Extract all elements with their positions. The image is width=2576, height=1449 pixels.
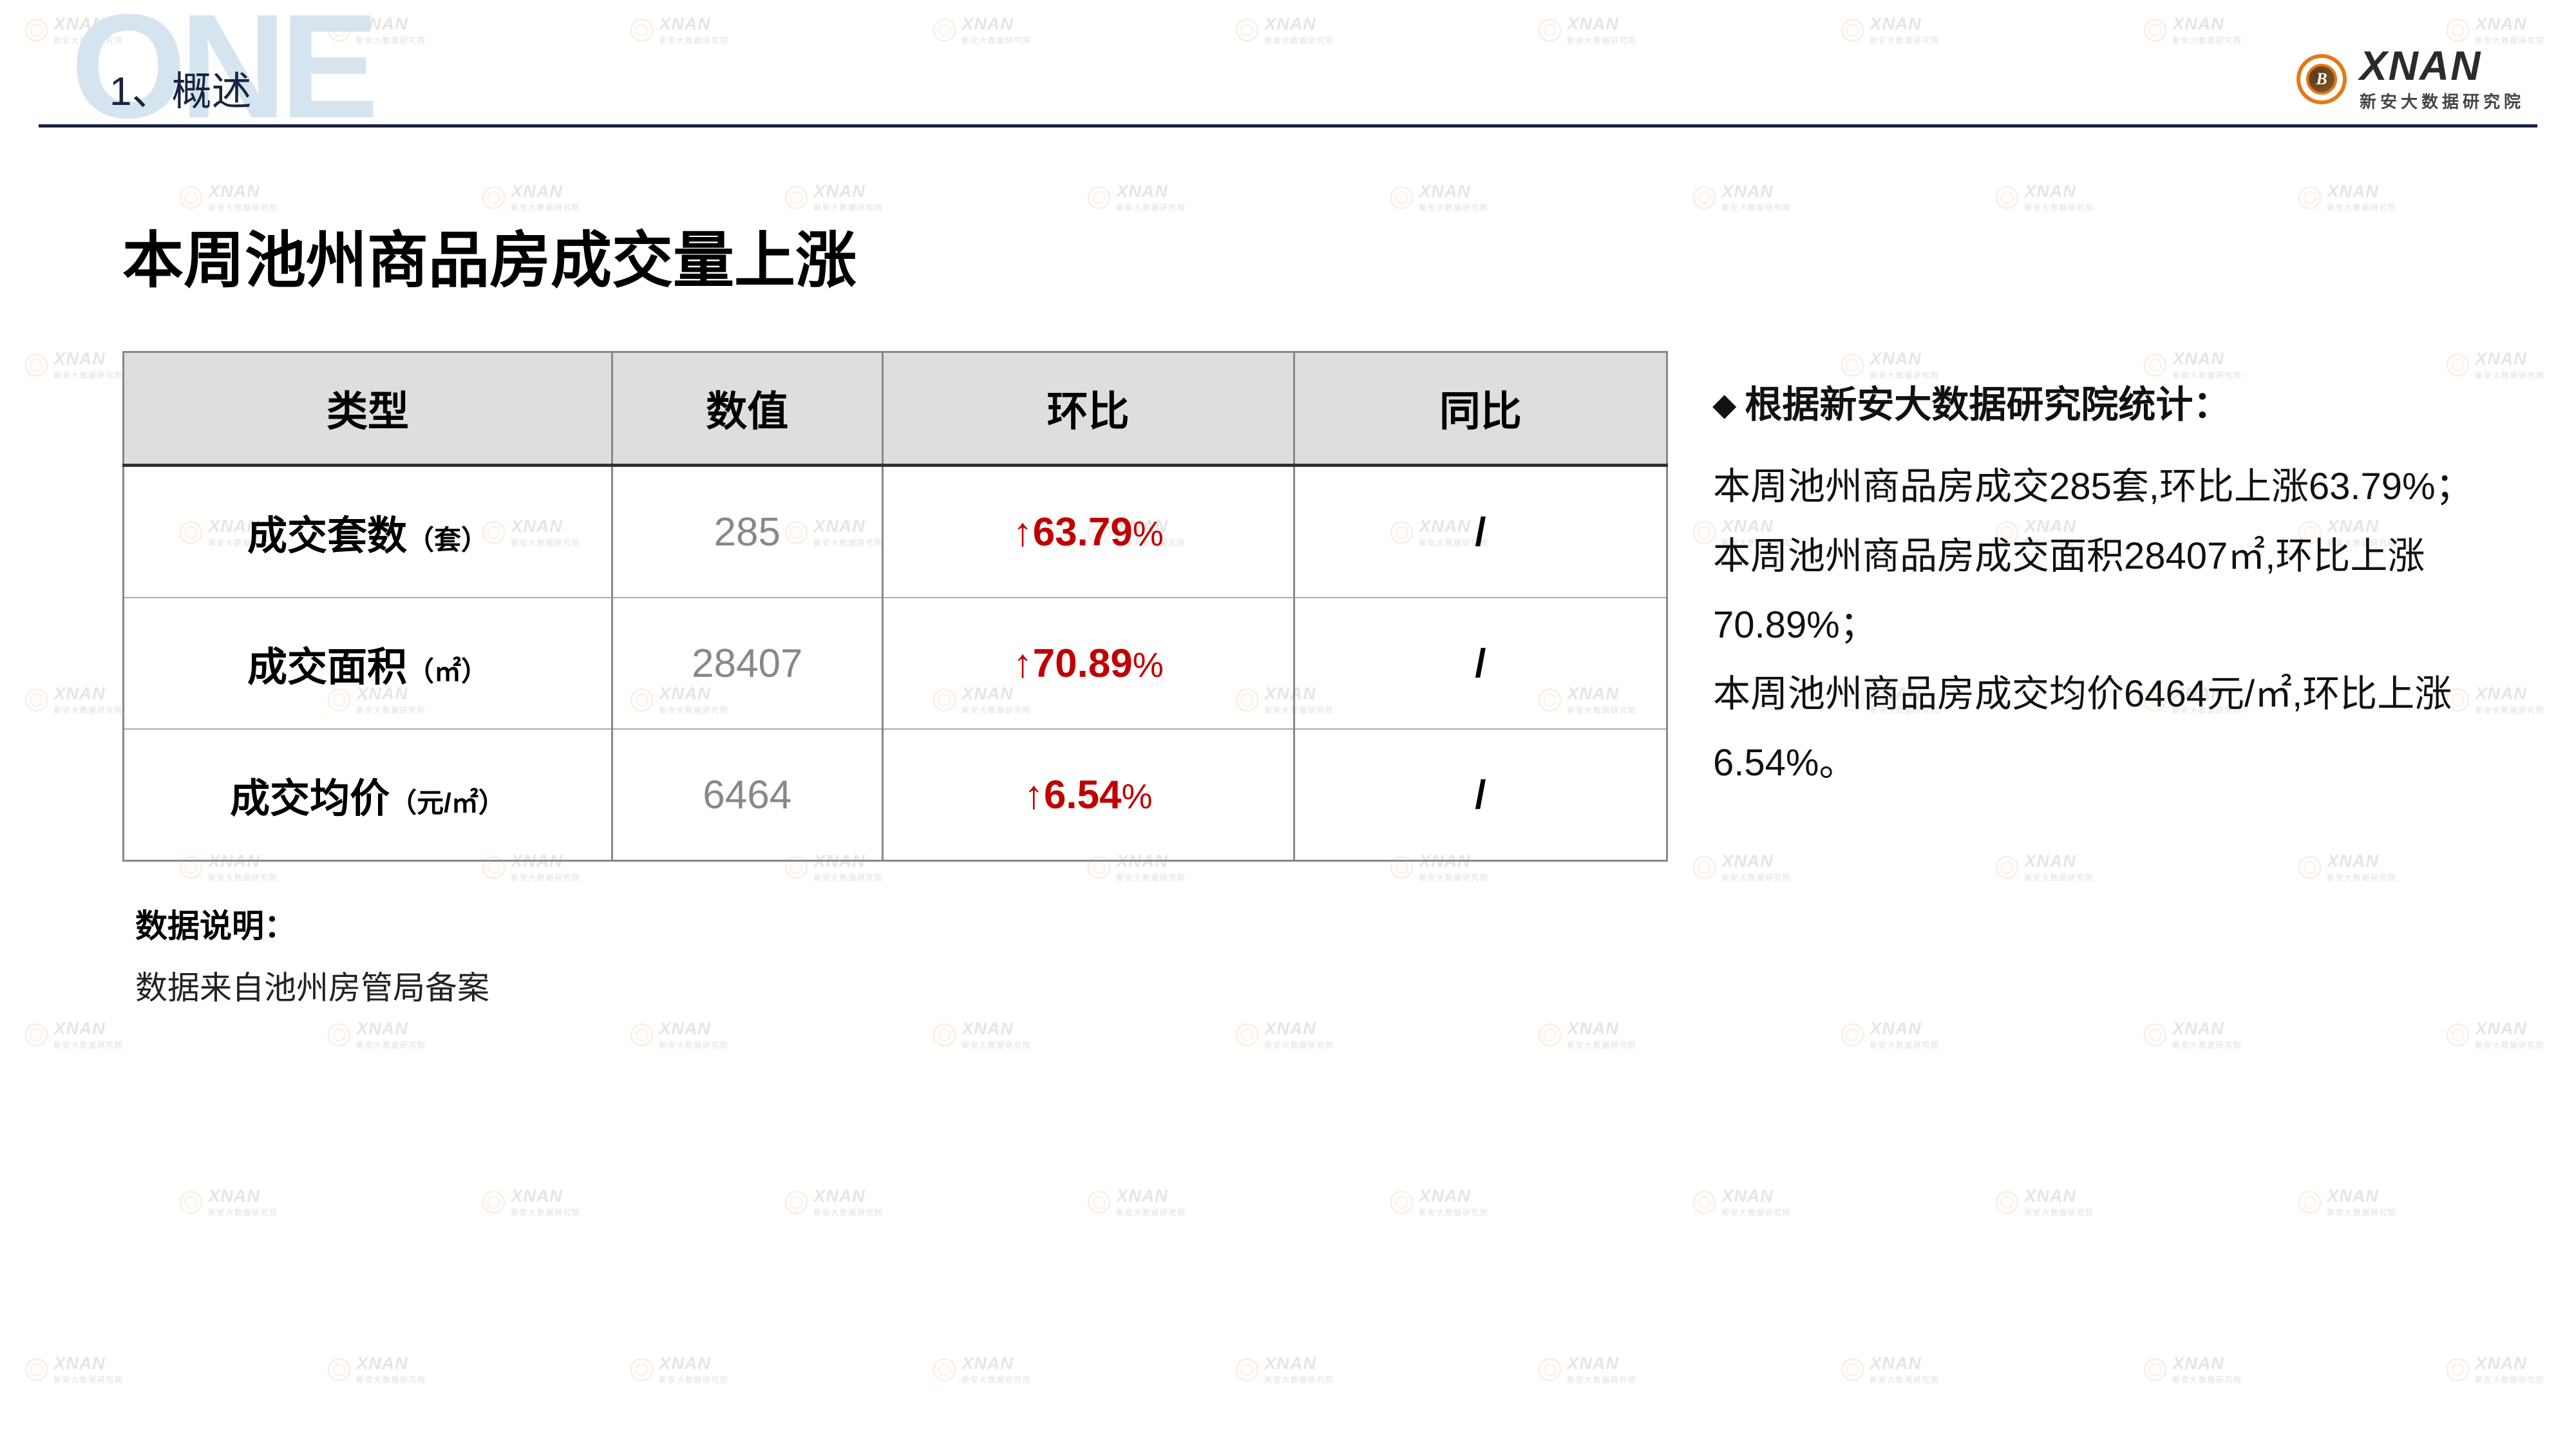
footnote-text: 数据来自池州房管局备案 <box>135 962 2537 1009</box>
table-row: 成交均价（元/㎡）6464↑6.54%/ <box>124 729 1667 861</box>
cell-value: 6464 <box>612 729 882 861</box>
footnote: 数据说明： 数据来自池州房管局备案 <box>135 900 2537 1009</box>
cell-type: 成交均价（元/㎡） <box>124 729 612 861</box>
logo-sub-text: 新安大数据研究院 <box>2360 89 2524 113</box>
data-table: 类型 数值 环比 同比 成交套数（套）285↑63.79%/成交面积（㎡）284… <box>122 351 1668 862</box>
cell-huanbi: ↑70.89% <box>882 598 1294 729</box>
logo-glyph: B <box>2306 64 2337 95</box>
logo-main-text: XNAN <box>2360 45 2524 86</box>
cell-value: 285 <box>612 466 882 598</box>
table-row: 成交套数（套）285↑63.79%/ <box>124 466 1667 598</box>
cell-type: 成交面积（㎡） <box>124 598 612 729</box>
cell-value: 28407 <box>612 598 882 729</box>
diamond-icon: ◆ <box>1713 388 1736 421</box>
table-row: 成交面积（㎡）28407↑70.89%/ <box>124 598 1667 729</box>
header-bar: 1、概述 B XNAN 新安大数据研究院 <box>39 45 2537 128</box>
th-huanbi: 环比 <box>882 352 1294 466</box>
side-summary: ◆ 根据新安大数据研究院统计： 本周池州商品房成交285套,环比上涨63.79%；… <box>1713 351 2473 862</box>
cell-huanbi: ↑6.54% <box>882 729 1294 861</box>
side-line: 本周池州商品房成交285套,环比上涨63.79%； <box>1713 452 2473 521</box>
cell-type: 成交套数（套） <box>124 466 612 598</box>
logo: B XNAN 新安大数据研究院 <box>2297 45 2524 113</box>
cell-tongbi: / <box>1294 466 1667 598</box>
page-title: 本周池州商品房成交量上涨 <box>122 211 2537 299</box>
th-value: 数值 <box>612 352 882 466</box>
th-type: 类型 <box>124 352 612 466</box>
footnote-title: 数据说明： <box>135 900 2537 947</box>
section-label: 1、概述 <box>109 59 251 117</box>
side-line: 本周池州商品房成交面积28407㎡,环比上涨70.89%； <box>1713 522 2473 660</box>
logo-icon: B <box>2297 54 2347 104</box>
th-tongbi: 同比 <box>1294 352 1667 466</box>
side-line: 本周池州商品房成交均价6464元/㎡,环比上涨6.54%。 <box>1713 659 2473 798</box>
cell-huanbi: ↑63.79% <box>882 466 1294 598</box>
cell-tongbi: / <box>1294 598 1667 729</box>
side-heading: 根据新安大数据研究院统计： <box>1745 384 2230 426</box>
cell-tongbi: / <box>1294 729 1667 861</box>
